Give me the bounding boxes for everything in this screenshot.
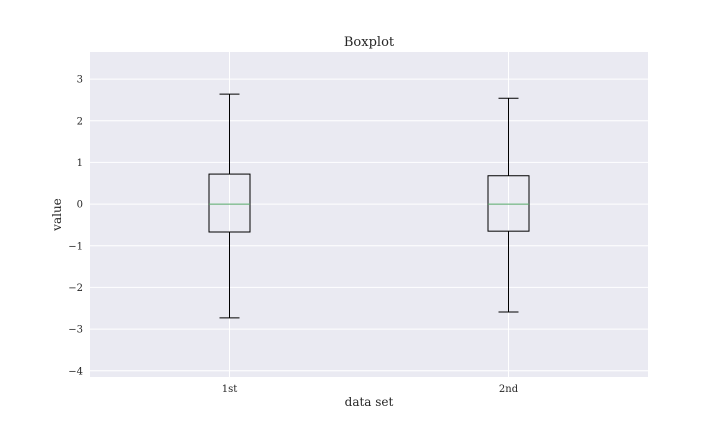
y-tick-label: −3 <box>68 325 83 336</box>
x-tick-label: 1st <box>222 384 238 395</box>
iqr-box <box>208 173 251 233</box>
y-tick-label: 3 <box>77 75 83 86</box>
iqr-box <box>487 175 530 232</box>
grid-lines <box>90 52 648 377</box>
box-2 <box>487 97 530 313</box>
y-tick-label: −4 <box>68 366 83 377</box>
x-axis-title: data set <box>345 395 394 409</box>
y-tick-label: 0 <box>77 200 83 211</box>
y-tick-label: −1 <box>68 241 83 252</box>
y-axis-title: value <box>50 198 64 232</box>
plot-area <box>90 52 648 377</box>
tick-labels: −4 −3 −2 −1 0 1 2 3 1st 2nd <box>68 75 518 395</box>
x-tick-label: 2nd <box>499 384 519 395</box>
y-tick-label: 1 <box>77 158 83 169</box>
chart-title: Boxplot <box>344 35 395 50</box>
y-tick-label: 2 <box>77 116 83 127</box>
y-tick-label: −2 <box>68 283 83 294</box>
box-1 <box>208 93 251 319</box>
boxes <box>208 93 530 319</box>
